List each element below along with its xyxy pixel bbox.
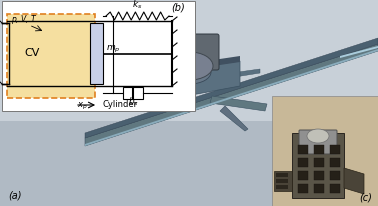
- Polygon shape: [0, 0, 378, 121]
- Bar: [123, 88, 143, 99]
- Ellipse shape: [168, 61, 211, 85]
- Polygon shape: [60, 83, 105, 110]
- Bar: [314, 184, 324, 193]
- Bar: [314, 158, 324, 167]
- Bar: [90, 24, 103, 85]
- FancyBboxPatch shape: [299, 130, 337, 154]
- Ellipse shape: [175, 57, 194, 71]
- Polygon shape: [105, 62, 240, 111]
- Bar: [314, 145, 324, 154]
- Ellipse shape: [307, 129, 329, 143]
- FancyBboxPatch shape: [160, 35, 219, 71]
- Polygon shape: [85, 45, 378, 146]
- Bar: [276, 173, 288, 177]
- Polygon shape: [0, 121, 378, 206]
- Bar: [298, 145, 308, 154]
- Polygon shape: [340, 47, 378, 59]
- Text: $k_s$: $k_s$: [132, 0, 143, 11]
- Text: $x_p$: $x_p$: [77, 100, 88, 111]
- Polygon shape: [274, 171, 292, 191]
- Polygon shape: [210, 70, 260, 82]
- Bar: [292, 133, 344, 198]
- Ellipse shape: [166, 53, 213, 81]
- Text: Cylinder: Cylinder: [102, 99, 137, 109]
- Text: $m_p$: $m_p$: [106, 44, 121, 55]
- Polygon shape: [344, 168, 364, 194]
- Bar: [314, 171, 324, 180]
- Bar: [298, 171, 308, 180]
- Polygon shape: [85, 39, 378, 138]
- Polygon shape: [65, 57, 240, 89]
- Bar: [7, 15, 95, 98]
- Text: $b_s$: $b_s$: [127, 96, 138, 108]
- Text: (a): (a): [8, 190, 22, 200]
- Bar: [330, 171, 340, 180]
- Bar: [330, 184, 340, 193]
- Text: $p$, V, T: $p$, V, T: [11, 13, 38, 26]
- Bar: [276, 179, 288, 183]
- Text: CV: CV: [24, 48, 40, 58]
- Polygon shape: [85, 50, 378, 146]
- Bar: [298, 158, 308, 167]
- Polygon shape: [220, 107, 248, 131]
- Bar: [330, 145, 340, 154]
- Bar: [2, 2, 195, 111]
- Bar: [330, 158, 340, 167]
- Text: (c): (c): [359, 192, 372, 202]
- Bar: [276, 185, 288, 189]
- Polygon shape: [210, 97, 267, 111]
- Text: (b): (b): [171, 2, 185, 12]
- Bar: [272, 97, 378, 206]
- Bar: [298, 184, 308, 193]
